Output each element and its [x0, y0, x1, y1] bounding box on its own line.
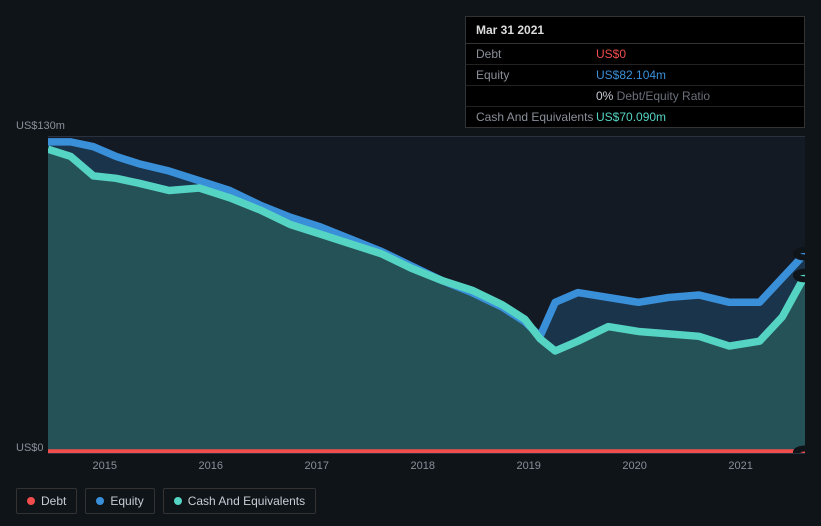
chart-svg — [48, 137, 805, 453]
tooltip-row-value: US$82.104m — [596, 68, 794, 82]
tooltip-row-value: US$70.090m — [596, 110, 794, 124]
legend-item-equity[interactable]: Equity — [85, 488, 154, 514]
tooltip-row: DebtUS$0 — [466, 44, 804, 65]
y-axis-top-label: US$130m — [16, 120, 65, 132]
x-axis-tick: 2020 — [622, 460, 646, 472]
tooltip-row-label: Equity — [476, 68, 596, 82]
y-axis-bottom-label: US$0 — [16, 442, 44, 454]
legend-item-cash-and-equivalents[interactable]: Cash And Equivalents — [163, 488, 316, 514]
x-axis-tick: 2016 — [199, 460, 223, 472]
legend-item-label: Debt — [41, 494, 66, 508]
tooltip-row-label: Cash And Equivalents — [476, 110, 596, 124]
chart-tooltip: Mar 31 2021 DebtUS$0EquityUS$82.104m0% D… — [465, 16, 805, 128]
tooltip-row: Cash And EquivalentsUS$70.090m — [466, 107, 804, 127]
x-axis-tick: 2015 — [93, 460, 117, 472]
legend-dot-icon — [96, 497, 104, 505]
legend-dot-icon — [174, 497, 182, 505]
tooltip-row-value: US$0 — [596, 47, 794, 61]
x-axis-tick: 2021 — [728, 460, 752, 472]
chart-marker — [796, 272, 805, 280]
tooltip-row-value: 0% Debt/Equity Ratio — [596, 89, 794, 103]
tooltip-row-label: Debt — [476, 47, 596, 61]
x-axis-tick: 2017 — [304, 460, 328, 472]
tooltip-row: 0% Debt/Equity Ratio — [466, 86, 804, 107]
x-axis-ticks: 2015 2016 2017 2018 2019 2020 2021 — [48, 458, 805, 478]
chart-marker — [796, 448, 805, 453]
legend-item-debt[interactable]: Debt — [16, 488, 77, 514]
legend-dot-icon — [27, 497, 35, 505]
x-axis-tick: 2018 — [410, 460, 434, 472]
tooltip-row: EquityUS$82.104m — [466, 65, 804, 86]
tooltip-date: Mar 31 2021 — [466, 17, 804, 44]
chart-plot[interactable] — [48, 136, 805, 454]
legend-item-label: Cash And Equivalents — [188, 494, 305, 508]
chart-container: Mar 31 2021 DebtUS$0EquityUS$82.104m0% D… — [0, 0, 821, 526]
chart-area: US$130m US$0 2015 2016 2017 2018 2019 2020 202… — [16, 120, 805, 478]
legend-item-label: Equity — [110, 494, 143, 508]
chart-marker — [796, 250, 805, 258]
tooltip-row-label — [476, 89, 596, 103]
x-axis-tick: 2019 — [516, 460, 540, 472]
chart-legend: Debt Equity Cash And Equivalents — [16, 488, 316, 514]
